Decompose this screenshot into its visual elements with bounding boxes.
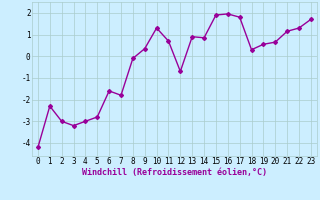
X-axis label: Windchill (Refroidissement éolien,°C): Windchill (Refroidissement éolien,°C) xyxy=(82,168,267,177)
